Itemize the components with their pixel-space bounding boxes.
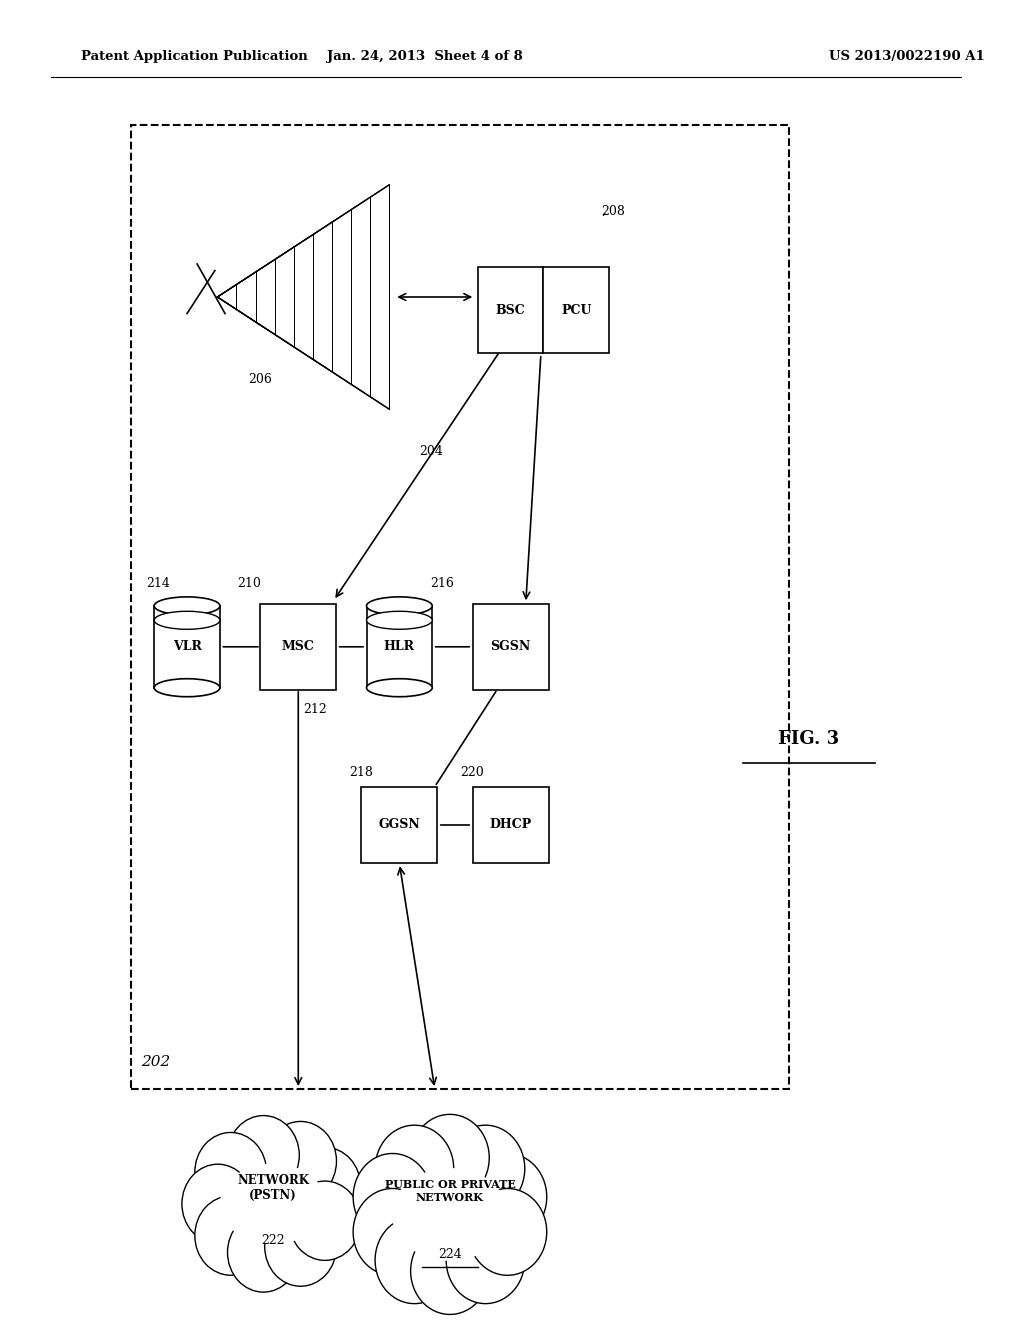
- Ellipse shape: [446, 1125, 524, 1212]
- Text: Jan. 24, 2013  Sheet 4 of 8: Jan. 24, 2013 Sheet 4 of 8: [327, 50, 522, 63]
- Text: HLR: HLR: [384, 640, 415, 653]
- Bar: [155, 606, 220, 688]
- Ellipse shape: [468, 1188, 547, 1275]
- Ellipse shape: [265, 1206, 337, 1286]
- Text: 216: 216: [430, 577, 454, 590]
- Bar: [260, 605, 336, 689]
- Ellipse shape: [446, 1217, 524, 1304]
- Bar: [544, 267, 609, 352]
- Text: VLR: VLR: [173, 640, 202, 653]
- Text: Patent Application Publication: Patent Application Publication: [81, 50, 307, 63]
- Ellipse shape: [367, 678, 432, 697]
- Ellipse shape: [220, 1163, 326, 1245]
- Ellipse shape: [195, 1133, 266, 1212]
- Text: US 2013/0022190 A1: US 2013/0022190 A1: [829, 50, 985, 63]
- Ellipse shape: [353, 1188, 432, 1275]
- Text: 204: 204: [420, 445, 443, 458]
- Ellipse shape: [289, 1147, 360, 1226]
- Ellipse shape: [353, 1154, 432, 1241]
- Text: 224: 224: [438, 1247, 462, 1261]
- Text: 202: 202: [141, 1055, 171, 1069]
- Bar: [367, 606, 432, 688]
- Ellipse shape: [392, 1168, 508, 1261]
- Polygon shape: [217, 185, 389, 409]
- Bar: [473, 605, 549, 689]
- Text: FIG. 3: FIG. 3: [778, 730, 840, 748]
- Ellipse shape: [265, 1122, 337, 1201]
- Ellipse shape: [367, 597, 432, 615]
- Ellipse shape: [195, 1196, 266, 1275]
- Text: 220: 220: [460, 766, 483, 779]
- Bar: [478, 267, 544, 352]
- Ellipse shape: [411, 1228, 489, 1315]
- Ellipse shape: [182, 1164, 254, 1243]
- Text: NETWORK
(PSTN): NETWORK (PSTN): [237, 1173, 309, 1203]
- Text: 222: 222: [261, 1234, 285, 1247]
- Ellipse shape: [367, 611, 432, 630]
- Text: MSC: MSC: [282, 640, 314, 653]
- Ellipse shape: [411, 1114, 489, 1201]
- Text: 208: 208: [602, 205, 626, 218]
- Text: 218: 218: [349, 766, 373, 779]
- Bar: [473, 787, 549, 863]
- Ellipse shape: [155, 597, 220, 615]
- Text: 210: 210: [238, 577, 261, 590]
- Ellipse shape: [155, 611, 220, 630]
- Text: PUBLIC OR PRIVATE
NETWORK: PUBLIC OR PRIVATE NETWORK: [384, 1179, 515, 1203]
- Ellipse shape: [375, 1125, 454, 1212]
- Bar: [361, 787, 437, 863]
- Text: GGSN: GGSN: [379, 818, 420, 832]
- Text: BSC: BSC: [496, 304, 525, 317]
- Text: 206: 206: [248, 372, 271, 385]
- Ellipse shape: [468, 1154, 547, 1241]
- Ellipse shape: [227, 1115, 299, 1195]
- Bar: [131, 125, 788, 1089]
- Ellipse shape: [155, 678, 220, 697]
- Text: 212: 212: [303, 702, 327, 715]
- Text: SGSN: SGSN: [490, 640, 530, 653]
- Ellipse shape: [227, 1213, 299, 1292]
- Ellipse shape: [289, 1181, 360, 1261]
- Text: 214: 214: [146, 577, 170, 590]
- Ellipse shape: [375, 1217, 454, 1304]
- Text: PCU: PCU: [561, 304, 592, 317]
- Text: DHCP: DHCP: [489, 818, 531, 832]
